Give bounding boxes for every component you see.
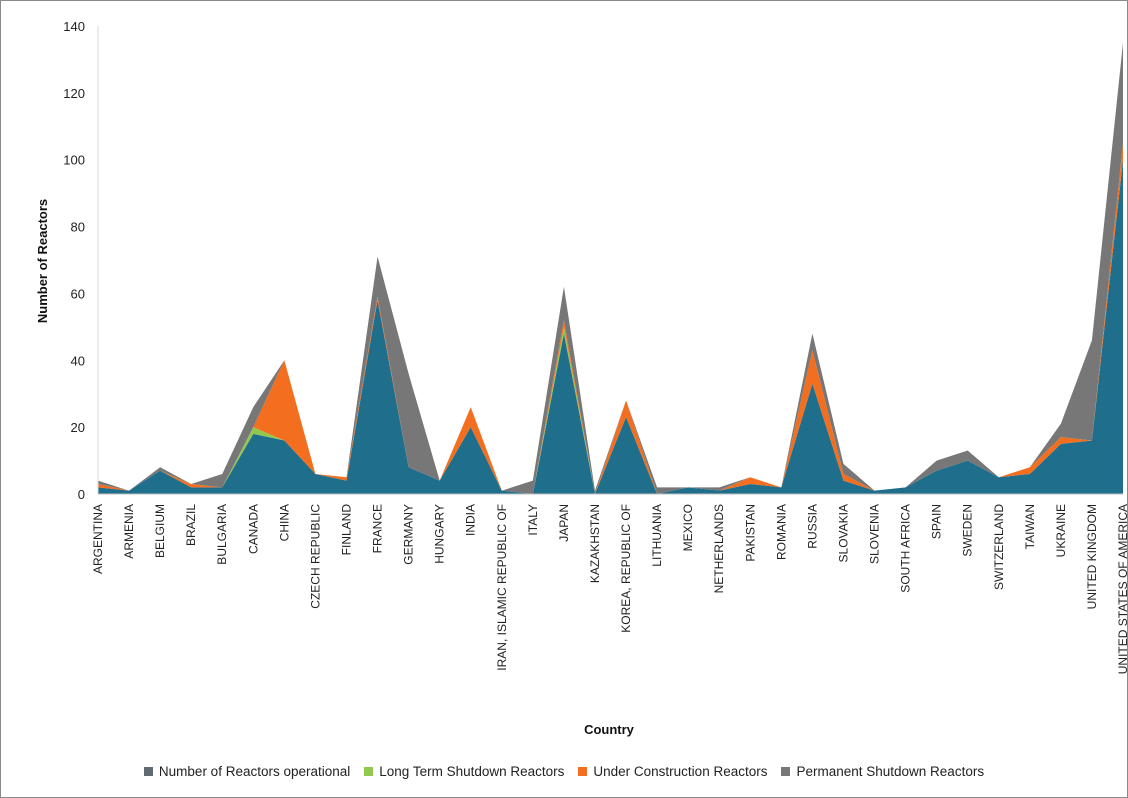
- legend-label-long-term-shutdown: Long Term Shutdown Reactors: [379, 764, 565, 779]
- x-tick-label: RUSSIA: [805, 504, 819, 549]
- x-tick-label: BULGARIA: [215, 504, 229, 565]
- stacked-area-chart: 0 20 40 60 80 100 120 140 ARGENTINA ARMENIA BELGI…: [35, 19, 1128, 737]
- legend-item-long-term-shutdown: Long Term Shutdown Reactors: [364, 764, 564, 779]
- x-tick-label: HUNGARY: [433, 504, 447, 564]
- x-tick-label: CZECH REPUBLIC: [308, 504, 322, 609]
- legend-item-permanent-shutdown: Permanent Shutdown Reactors: [781, 764, 984, 779]
- legend-swatch-long-term-shutdown: [364, 767, 374, 776]
- x-tick-label: IRAN, ISLAMIC REPUBLIC OF: [495, 504, 509, 671]
- x-tick-label: BRAZIL: [184, 504, 198, 546]
- x-tick-label: SLOVENIA: [868, 504, 882, 564]
- x-tick-label: FINLAND: [339, 504, 353, 556]
- y-tick-label: 80: [71, 220, 85, 235]
- area-series-3: [98, 42, 1123, 494]
- x-tick-label: INDIA: [464, 504, 478, 536]
- legend-swatch-permanent-shutdown: [781, 767, 791, 776]
- legend-swatch-under-construction: [578, 767, 588, 776]
- legend: Number of Reactors operational Long Term…: [0, 764, 1128, 779]
- legend-label-permanent-shutdown: Permanent Shutdown Reactors: [796, 764, 985, 779]
- x-tick-label: SLOVAKIA: [836, 504, 850, 562]
- x-tick-label: TAIWAN: [1023, 504, 1037, 549]
- y-tick-label: 60: [71, 286, 85, 301]
- x-tick-label: JAPAN: [557, 504, 571, 542]
- x-tick-label: PAKISTAN: [743, 504, 757, 562]
- x-tick-label: CANADA: [246, 504, 260, 554]
- y-tick-label: 40: [71, 353, 85, 368]
- x-tick-label: SWITZERLAND: [992, 504, 1006, 590]
- area-series-group: [98, 42, 1123, 494]
- x-tick-label: SPAIN: [930, 504, 944, 539]
- x-tick-label: NETHERLANDS: [712, 504, 726, 593]
- x-tick-label: UKRAINE: [1054, 504, 1068, 557]
- legend-label-operational: Number of Reactors operational: [158, 764, 351, 779]
- y-tick-labels: 0 20 40 60 80 100 120 140: [63, 19, 85, 502]
- y-tick-label: 20: [71, 420, 85, 435]
- x-tick-label: MEXICO: [681, 504, 695, 551]
- x-tick-label: UNITED KINGDOM: [1085, 504, 1099, 609]
- legend-swatch-operational: [143, 767, 153, 776]
- x-tick-label: SOUTH AFRICA: [899, 504, 913, 593]
- x-tick-label: UNITED STATES OF AMERICA: [1116, 504, 1128, 674]
- legend-label-under-construction: Under Construction Reactors: [593, 764, 768, 779]
- x-tick-label: ARGENTINA: [91, 504, 105, 574]
- x-tick-label: LITHUANIA: [650, 504, 664, 567]
- x-tick-labels: ARGENTINA ARMENIA BELGIUM BRAZIL BULGARIA CAN…: [91, 504, 1128, 675]
- y-tick-label: 140: [63, 19, 85, 34]
- x-tick-label: SWEDEN: [961, 504, 975, 557]
- y-tick-label: 120: [63, 86, 85, 101]
- x-tick-label: CHINA: [277, 504, 291, 541]
- legend-item-under-construction: Under Construction Reactors: [578, 764, 767, 779]
- x-tick-label: FRANCE: [371, 504, 385, 553]
- area-series-0: [98, 159, 1123, 494]
- x-tick-label: ARMENIA: [122, 504, 136, 559]
- legend-item-operational: Number of Reactors operational: [143, 764, 351, 779]
- x-tick-label: GERMANY: [402, 504, 416, 565]
- x-tick-label: KOREA, REPUBLIC OF: [619, 504, 633, 633]
- y-axis-title: Number of Reactors: [35, 199, 50, 323]
- x-tick-label: ROMANIA: [774, 504, 788, 560]
- x-tick-label: ITALY: [526, 504, 540, 536]
- x-axis-title: Country: [584, 722, 635, 737]
- y-tick-label: 100: [63, 153, 85, 168]
- x-tick-label: KAZAKHSTAN: [588, 504, 602, 583]
- x-tick-label: BELGIUM: [153, 504, 167, 558]
- y-tick-label: 0: [78, 487, 85, 502]
